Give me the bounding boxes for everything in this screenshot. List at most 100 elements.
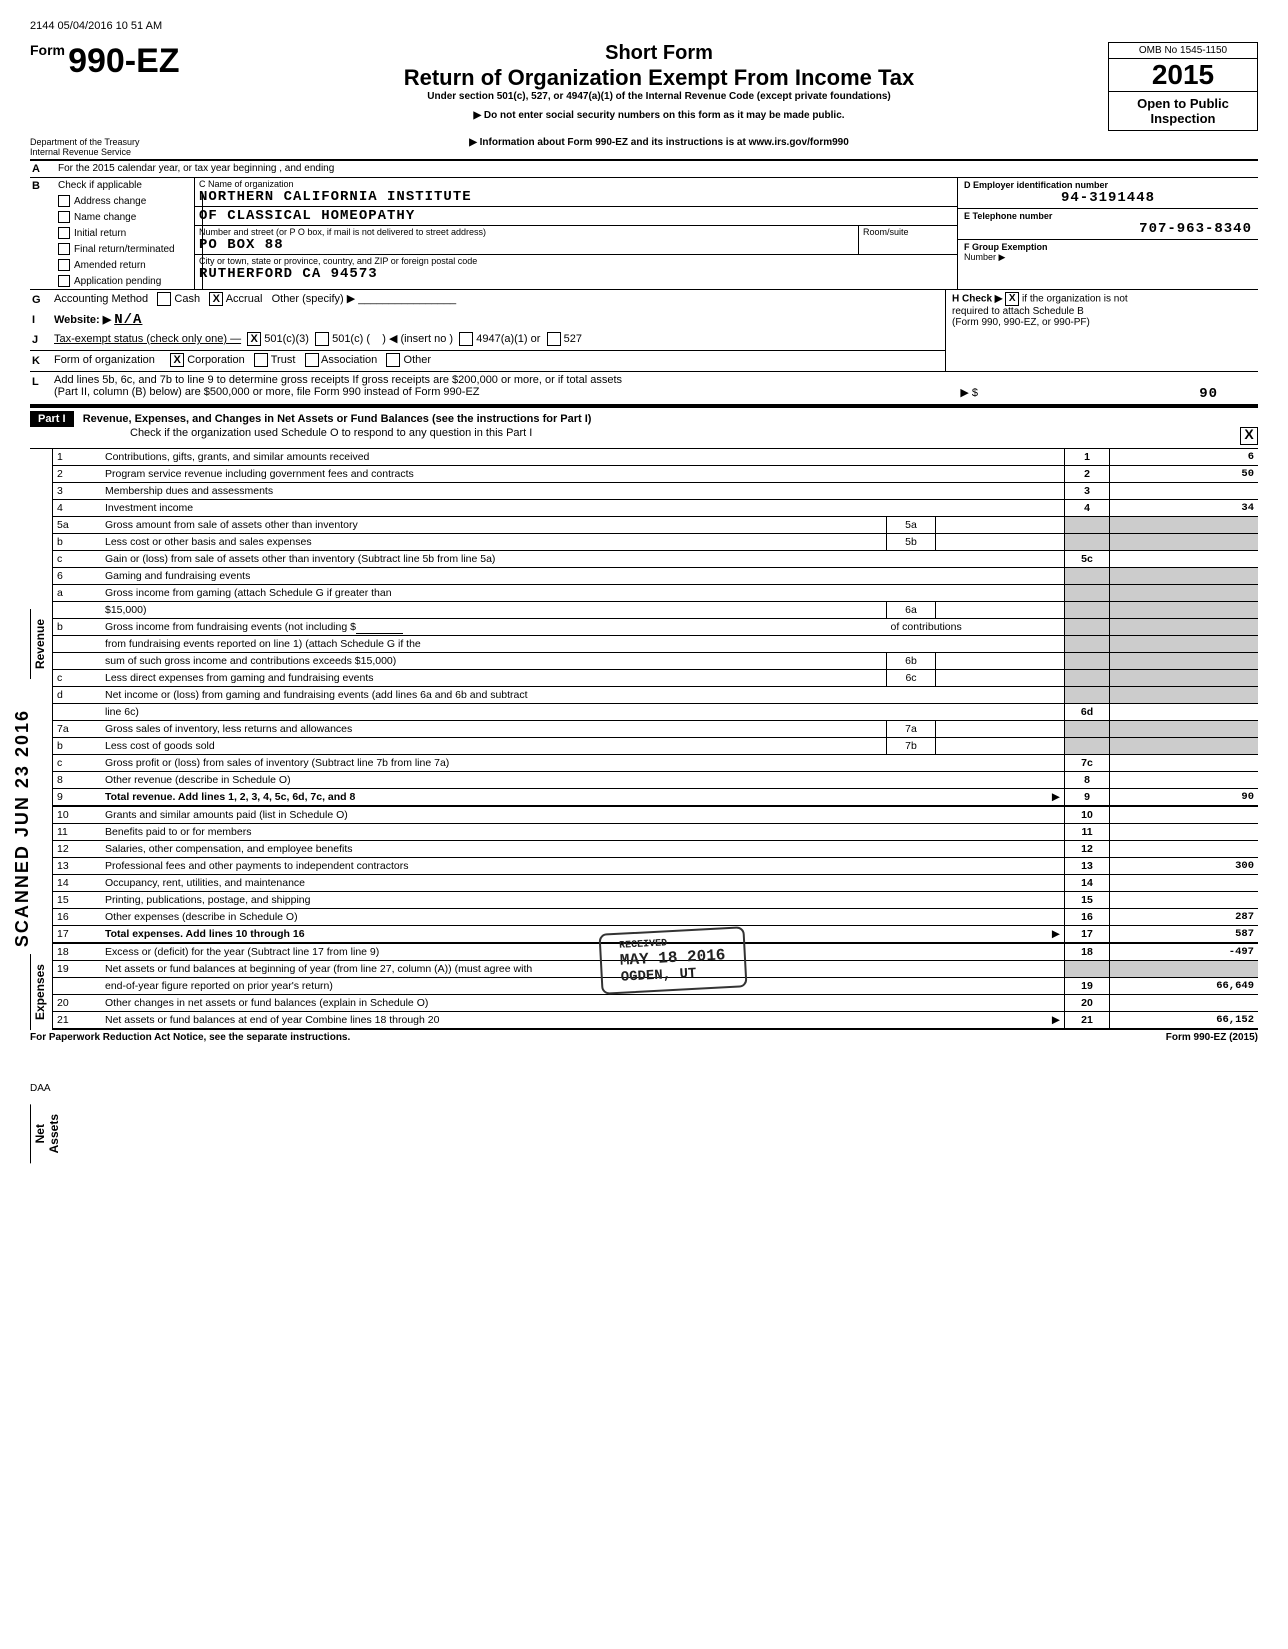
row-l-letter: L	[30, 374, 54, 402]
line-8: 8Other revenue (describe in Schedule O)8	[53, 772, 1258, 789]
line-21: 21Net assets or fund balances at end of …	[53, 1012, 1258, 1030]
footer-paperwork: For Paperwork Reduction Act Notice, see …	[30, 1032, 350, 1043]
line-17: 17Total expenses. Add lines 10 through 1…	[53, 926, 1258, 944]
line-2: 2Program service revenue including gover…	[53, 466, 1258, 483]
line-15: 15Printing, publications, postage, and s…	[53, 892, 1258, 909]
check-schedule-b[interactable]: X	[1005, 292, 1019, 306]
line-7b: bLess cost of goods sold7b	[53, 738, 1258, 755]
line-6c: cLess direct expenses from gaming and fu…	[53, 670, 1258, 687]
line-20: 20Other changes in net assets or fund ba…	[53, 995, 1258, 1012]
check-trust[interactable]	[254, 353, 268, 367]
line-12: 12Salaries, other compensation, and empl…	[53, 841, 1258, 858]
accounting-method: Accounting Method Cash X Accrual Other (…	[54, 292, 456, 308]
line-14: 14Occupancy, rent, utilities, and mainte…	[53, 875, 1258, 892]
timestamp: 2144 05/04/2016 10 51 AM	[30, 20, 1258, 32]
check-cash[interactable]	[157, 292, 171, 306]
check-amended-return[interactable]: Amended return	[54, 257, 203, 273]
line-6: 6Gaming and fundraising events	[53, 568, 1258, 585]
daa: DAA	[30, 1083, 1258, 1094]
org-name-1: NORTHERN CALIFORNIA INSTITUTE	[199, 189, 953, 205]
line-6b-2: from fundraising events reported on line…	[53, 636, 1258, 653]
section-revenue: Revenue	[30, 609, 49, 679]
label-ein: D Employer identification number	[964, 180, 1252, 190]
line-4: 4Investment income434	[53, 500, 1258, 517]
line-10: 10Grants and similar amounts paid (list …	[53, 806, 1258, 824]
line-7c: cGross profit or (loss) from sales of in…	[53, 755, 1258, 772]
label-room: Room/suite	[863, 227, 953, 237]
city-state-zip: RUTHERFORD CA 94573	[199, 266, 953, 282]
line-5b: bLess cost or other basis and sales expe…	[53, 534, 1258, 551]
part-1-header: Part I	[30, 411, 74, 427]
section-net-assets: Net Assets	[30, 1104, 63, 1163]
check-association[interactable]	[305, 353, 319, 367]
website: Website: ▶ N/A	[54, 312, 142, 328]
label-city: City or town, state or province, country…	[199, 256, 953, 266]
street-address: PO BOX 88	[199, 237, 854, 253]
label-telephone: E Telephone number	[964, 211, 1252, 221]
check-final-return[interactable]: Final return/terminated	[54, 241, 203, 257]
check-527[interactable]	[547, 332, 561, 346]
line-11: 11Benefits paid to or for members11	[53, 824, 1258, 841]
scanned-stamp: SCANNED JUN 23 2016	[12, 709, 33, 947]
telephone: 707-963-8340	[964, 221, 1252, 237]
line-13: 13Professional fees and other payments t…	[53, 858, 1258, 875]
line-6d-1: dNet income or (loss) from gaming and fu…	[53, 687, 1258, 704]
footer-form: Form 990-EZ (2015)	[1166, 1032, 1258, 1043]
org-name-2: OF CLASSICAL HOMEOPATHY	[199, 208, 953, 224]
line-5c: cGain or (loss) from sale of assets othe…	[53, 551, 1258, 568]
row-a-text: For the 2015 calendar year, or tax year …	[54, 161, 1258, 177]
check-initial-return[interactable]: Initial return	[54, 225, 203, 241]
section-expenses: Expenses	[30, 954, 49, 1030]
line-6b-1: bGross income from fundraising events (n…	[53, 619, 1258, 636]
part-1-check-text: Check if the organization used Schedule …	[130, 427, 1218, 445]
line-3: 3Membership dues and assessments3	[53, 483, 1258, 500]
line-5a: 5aGross amount from sale of assets other…	[53, 517, 1258, 534]
check-address-change[interactable]: Address change	[54, 193, 203, 209]
info-link: ▶ Information about Form 990-EZ and its …	[210, 137, 1108, 157]
row-a-letter: A	[30, 161, 54, 177]
form-id: Form 990-EZ	[30, 42, 210, 81]
part-1-title: Revenue, Expenses, and Changes in Net As…	[83, 413, 592, 425]
group-exemption-number: Number ▶	[964, 252, 1252, 263]
title-short: Short Form	[220, 42, 1098, 65]
row-b-letter: B	[30, 178, 54, 289]
form-of-organization: Form of organization X Corporation Trust…	[54, 353, 431, 369]
label-org-name: C Name of organization	[199, 179, 953, 189]
row-g-letter: G	[30, 292, 54, 308]
line-6b-3: sum of such gross income and contributio…	[53, 653, 1258, 670]
omb-number: OMB No 1545-1150	[1108, 42, 1258, 59]
row-l-text: Add lines 5b, 6c, and 7b to line 9 to de…	[54, 374, 1258, 402]
line-6a-1: aGross income from gaming (attach Schedu…	[53, 585, 1258, 602]
line-16: 16Other expenses (describe in Schedule O…	[53, 909, 1258, 926]
title-under: Under section 501(c), 527, or 4947(a)(1)…	[220, 91, 1098, 102]
line-18: 18Excess or (deficit) for the year (Subt…	[53, 943, 1258, 961]
line-6a-2: $15,000)6a	[53, 602, 1258, 619]
check-4947[interactable]	[459, 332, 473, 346]
title-return: Return of Organization Exempt From Incom…	[220, 65, 1098, 91]
line-7a: 7aGross sales of inventory, less returns…	[53, 721, 1258, 738]
check-schedule-o[interactable]: X	[1240, 427, 1258, 445]
line-19-1: 19Net assets or fund balances at beginni…	[53, 961, 1258, 978]
check-other-org[interactable]	[386, 353, 400, 367]
row-i-letter: I	[30, 312, 54, 328]
row-k-letter: K	[30, 353, 54, 369]
check-501c[interactable]	[315, 332, 329, 346]
line-1: 1Contributions, gifts, grants, and simil…	[53, 449, 1258, 466]
check-application-pending[interactable]: Application pending	[54, 273, 203, 289]
tax-exempt-status: Tax-exempt status (check only one) — X 5…	[54, 332, 582, 348]
open-to-public: Open to Public Inspection	[1108, 92, 1258, 131]
row-j-letter: J	[30, 332, 54, 348]
check-501c3[interactable]: X	[247, 332, 261, 346]
check-accrual[interactable]: X	[209, 292, 223, 306]
gross-receipts: 90	[978, 386, 1258, 402]
tax-year: 2015	[1108, 59, 1258, 92]
line-19-2: end-of-year figure reported on prior yea…	[53, 978, 1258, 995]
row-h: H Check ▶ X if the organization is not r…	[945, 290, 1258, 371]
check-name-change[interactable]: Name change	[54, 209, 203, 225]
line-9: 9Total revenue. Add lines 1, 2, 3, 4, 5c…	[53, 789, 1258, 807]
ein: 94-3191448	[964, 190, 1252, 206]
check-corporation[interactable]: X	[170, 353, 184, 367]
note-ssn: ▶ Do not enter social security numbers o…	[220, 110, 1098, 121]
label-group-exemption: F Group Exemption	[964, 242, 1252, 252]
department: Department of the TreasuryInternal Reven…	[30, 137, 210, 157]
